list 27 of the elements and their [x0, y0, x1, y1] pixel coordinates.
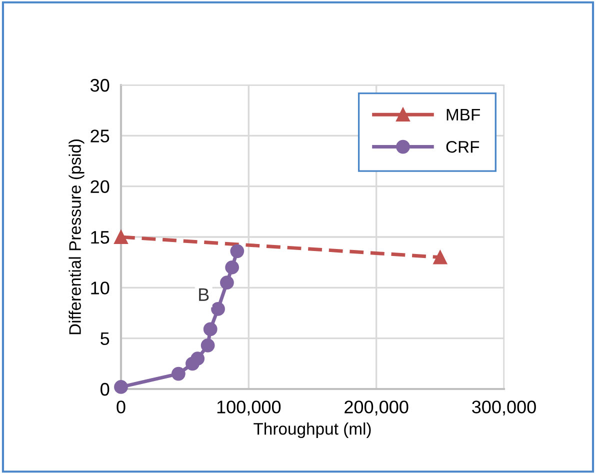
point	[211, 302, 225, 316]
x-tick-label: 100,000	[217, 400, 281, 416]
y-tick-label: 25	[90, 130, 110, 142]
point	[225, 260, 240, 274]
y-tick-label: 30	[90, 78, 110, 92]
legend-label: MBF	[446, 108, 480, 120]
x-tick-label: 300,000	[472, 400, 536, 416]
point	[203, 322, 218, 336]
annotation: B	[199, 288, 209, 301]
point	[433, 250, 448, 264]
point	[114, 380, 128, 394]
point	[230, 244, 244, 258]
point	[200, 338, 215, 352]
point	[220, 276, 234, 290]
x-tick-label: 0	[116, 400, 126, 414]
point	[172, 366, 186, 381]
point	[114, 230, 128, 244]
x-tick-label: 200,000	[344, 400, 408, 416]
y-axis-title: Differential Pressure (psid)	[68, 140, 84, 334]
y-tick-label: 0	[100, 382, 110, 396]
y-tick-label: 15	[91, 231, 110, 244]
y-tick-label: 10	[91, 282, 110, 294]
y-tick-label: 20	[90, 180, 110, 194]
point	[190, 352, 205, 366]
x-axis-title: Throughput (ml)	[254, 422, 371, 438]
legend-label: CRF	[446, 140, 480, 153]
y-tick-label: 5	[100, 332, 110, 346]
